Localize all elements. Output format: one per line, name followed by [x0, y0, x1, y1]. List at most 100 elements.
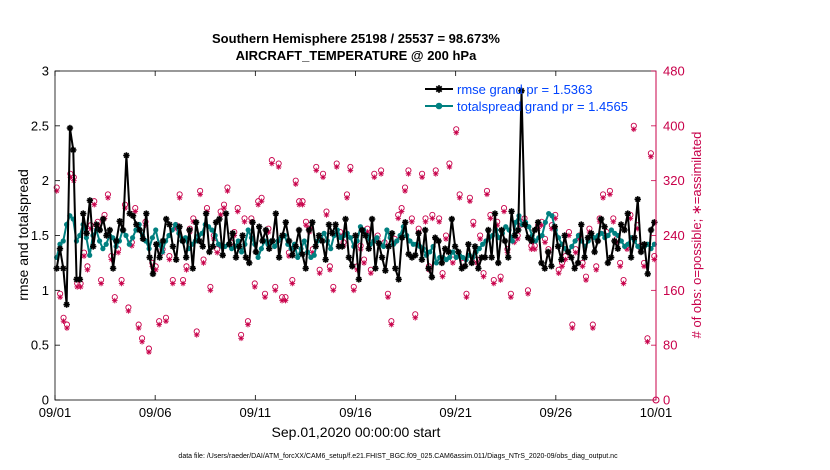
series-rmse-point: [561, 232, 568, 239]
series-rmse-point-stroke: [595, 238, 601, 244]
series-rmse-point: [236, 243, 243, 250]
series-rmse-point-stroke: [83, 230, 90, 237]
obs-assimilated-point-stroke: [344, 195, 350, 201]
obs-assimilated-point-stroke: [313, 168, 319, 173]
series-rmse-point: [388, 230, 396, 237]
series-rmse-point: [345, 254, 353, 261]
series-rmse-point-stroke: [498, 227, 505, 233]
series-rmse-point: [571, 265, 578, 272]
series-rmse-point: [621, 226, 628, 234]
legend-rmse-star-stroke: [435, 85, 443, 93]
series-totalspread-point: [526, 224, 532, 230]
obs-assimilated-point: [361, 260, 367, 266]
series-rmse-point-stroke: [611, 238, 618, 244]
series-rmse-point-stroke: [379, 254, 385, 261]
obs-assimilated-point: [282, 297, 289, 304]
series-rmse-point-stroke: [339, 243, 346, 250]
obs-assimilated-point-stroke: [406, 171, 411, 177]
obs-assimilated-point: [275, 164, 282, 170]
series-rmse-point-stroke: [465, 241, 472, 248]
series-totalspread-point: [153, 227, 159, 233]
obs-assimilated-point-stroke: [57, 294, 63, 300]
series-rmse-point: [219, 252, 226, 259]
obs-assimilated-point: [429, 215, 436, 222]
obs-assimilated-point: [579, 263, 586, 270]
obs-assimilated-point: [368, 270, 374, 276]
obs-assimilated-point: [347, 167, 354, 174]
series-rmse-point: [292, 243, 299, 250]
series-rmse-point-stroke: [146, 254, 153, 261]
obs-assimilated-point-stroke: [252, 284, 258, 290]
series-rmse-point-stroke: [395, 276, 402, 283]
series-totalspread-point: [126, 241, 132, 247]
x-tick-label: 09/06: [139, 405, 172, 420]
series-rmse-point: [285, 237, 293, 245]
series-rmse-point-stroke: [329, 230, 336, 237]
series-totalspread-point: [271, 243, 278, 250]
series-totalspread-point: [96, 238, 103, 244]
series-totalspread-point: [301, 238, 307, 244]
series-rmse-point-stroke: [448, 216, 455, 222]
series-totalspread-point: [450, 249, 456, 255]
y2-tick-label: 320: [663, 173, 685, 188]
obs-assimilated-point: [262, 294, 268, 300]
series-rmse-point-stroke: [279, 232, 286, 239]
obs-assimilated-point: [303, 222, 309, 229]
obs-assimilated-point-stroke: [389, 322, 394, 327]
y2-tick-label: 80: [663, 338, 677, 353]
obs-assimilated-point-stroke: [570, 325, 575, 331]
series-rmse-point-stroke: [292, 243, 299, 250]
series-rmse-point-stroke: [568, 254, 575, 261]
series-rmse-point-stroke: [581, 254, 588, 261]
series-rmse-point: [378, 254, 386, 261]
series-rmse-point-stroke: [233, 254, 239, 261]
series-rmse-point-stroke: [299, 251, 306, 257]
series-rmse-point-stroke: [166, 221, 173, 228]
series-rmse-point: [541, 265, 548, 272]
y-tick-label: 1: [42, 283, 49, 298]
series-rmse-point-stroke: [462, 263, 468, 270]
obs-assimilated-point-stroke: [395, 216, 401, 221]
series-rmse-point: [521, 221, 529, 228]
series-rmse-point-stroke: [236, 243, 243, 250]
obs-assimilated-point: [631, 126, 637, 133]
series-rmse-point-stroke: [163, 216, 170, 222]
obs-assimilated-point: [463, 294, 470, 300]
series-rmse-point: [548, 263, 555, 270]
series-rmse-point-stroke: [203, 210, 209, 217]
obs-assimilated-point-stroke: [293, 181, 299, 187]
series-rmse-point-stroke: [362, 232, 369, 239]
obs-assimilated-point: [152, 266, 159, 273]
obs-assimilated-point: [57, 294, 63, 300]
series-rmse-point-stroke: [136, 227, 143, 233]
series-rmse-point-stroke: [452, 243, 458, 250]
obs-assimilated-point-stroke: [351, 288, 357, 293]
series-rmse-point-stroke: [555, 243, 561, 250]
obs-assimilated-point: [197, 191, 203, 198]
obs-assimilated-point-stroke: [146, 349, 152, 355]
obs-assimilated-point: [453, 129, 460, 136]
obs-assimilated-point-stroke: [156, 322, 162, 327]
series-rmse-point-stroke: [485, 227, 492, 233]
obs-assimilated-point-stroke: [436, 219, 442, 225]
series-rmse-point: [226, 241, 233, 248]
obs-assimilated-point: [269, 160, 275, 167]
series-rmse-point-stroke: [641, 241, 648, 248]
series-rmse-point-stroke: [272, 210, 279, 217]
obs-assimilated-point-stroke: [481, 274, 486, 279]
series-rmse-point-stroke: [296, 227, 302, 233]
obs-assimilated-point: [569, 325, 576, 331]
series-totalspread-point: [384, 227, 390, 233]
series-rmse-point: [375, 239, 382, 247]
series-rmse-point-stroke: [621, 227, 628, 233]
obs-assimilated-point-stroke: [542, 240, 548, 245]
y2-tick-label: 240: [663, 228, 685, 243]
series-rmse-point-stroke: [359, 227, 365, 233]
series-rmse-point-stroke: [180, 238, 186, 244]
series-rmse-point-stroke: [518, 87, 525, 94]
series-rmse-point: [262, 226, 270, 234]
series-rmse-point-stroke: [442, 245, 448, 252]
series-rmse-point-stroke: [140, 235, 146, 242]
series-rmse-point-stroke: [246, 260, 253, 266]
obs-assimilated-point-stroke: [184, 267, 189, 273]
